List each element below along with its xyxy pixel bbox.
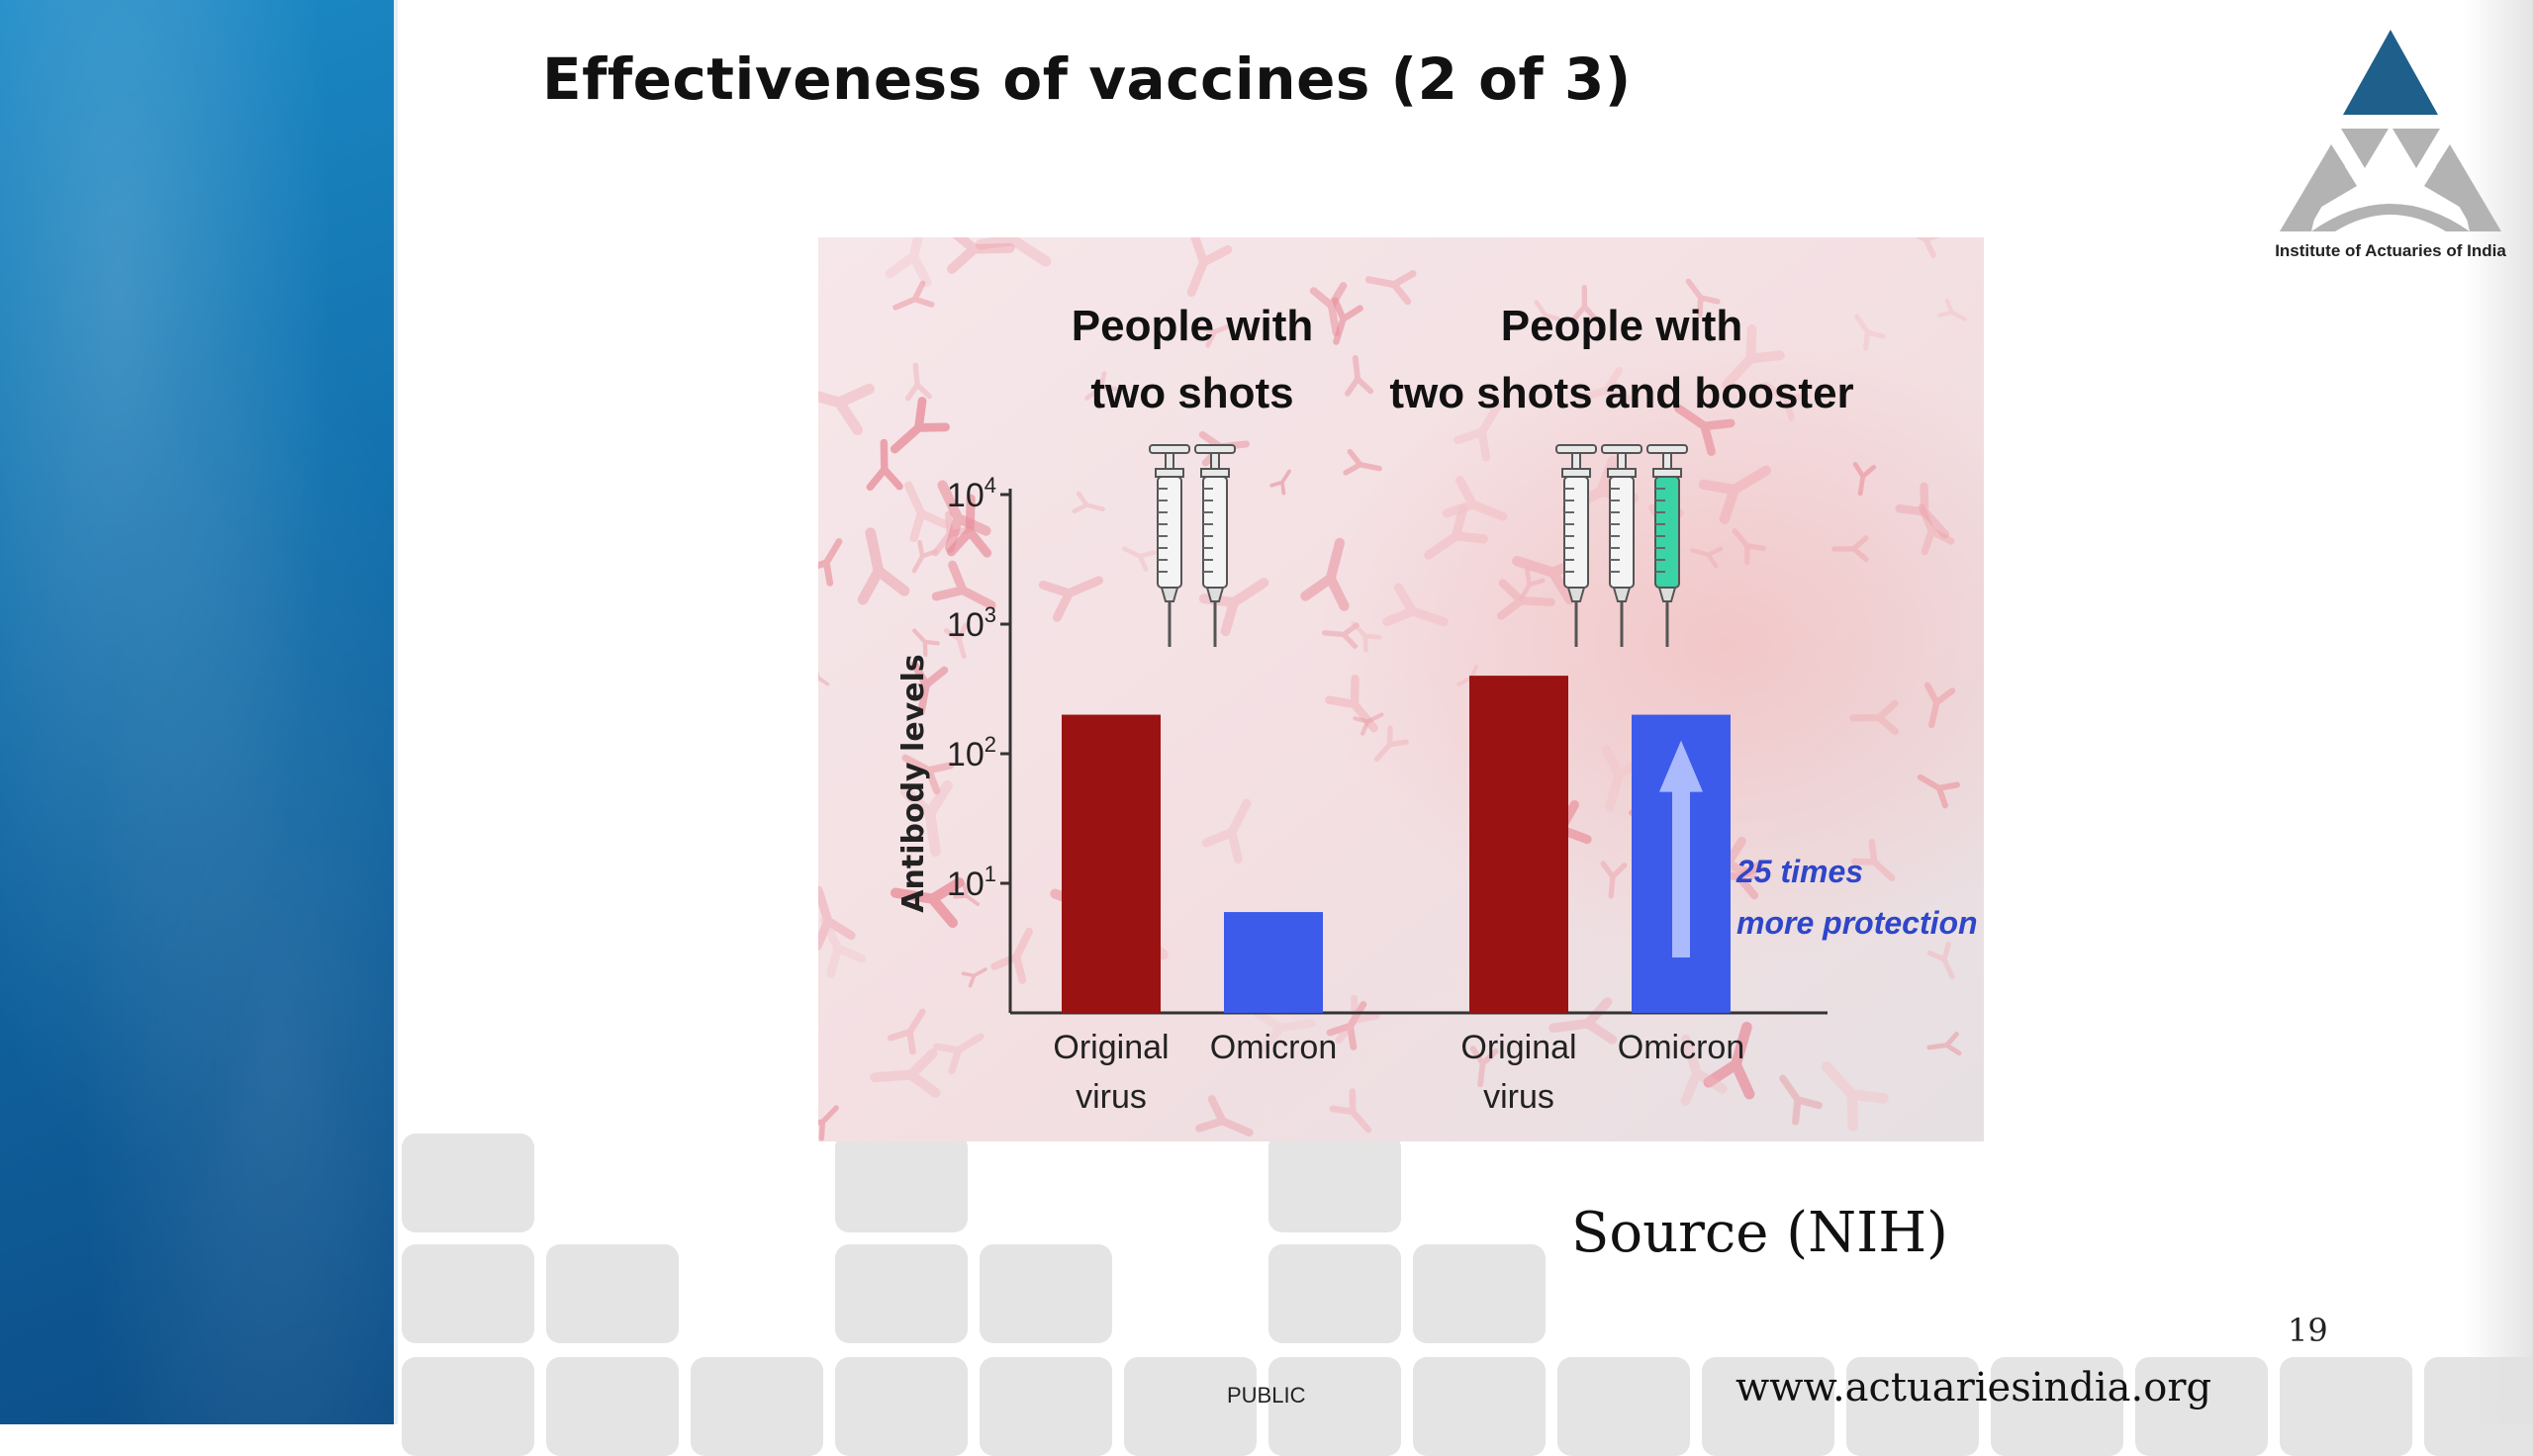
syringe-icon bbox=[1555, 444, 1597, 647]
y-tick-label: 104 bbox=[947, 473, 996, 514]
bar-category-label: Original virus bbox=[1460, 1029, 1576, 1116]
background-tile bbox=[980, 1244, 1112, 1343]
left-band-edge bbox=[394, 0, 398, 1424]
booster-syringe-icon bbox=[1646, 444, 1688, 647]
syringe-icon bbox=[1149, 444, 1190, 647]
background-tile bbox=[2280, 1357, 2412, 1456]
bar-two-shots-original-virus bbox=[1062, 714, 1161, 1013]
up-arrow-icon bbox=[1659, 740, 1703, 957]
bar-category-label: Omicron bbox=[1210, 1029, 1337, 1066]
left-decorative-band bbox=[0, 0, 394, 1424]
background-tile bbox=[980, 1357, 1112, 1456]
institute-logo-icon bbox=[2280, 30, 2501, 231]
background-tile bbox=[546, 1357, 679, 1456]
syringe-icons bbox=[1149, 444, 1688, 647]
background-tile bbox=[546, 1244, 679, 1343]
background-tile bbox=[1413, 1244, 1546, 1343]
bar-category-labels: Original virus Omicron Original virus Omicron bbox=[1053, 1029, 1744, 1116]
background-tile bbox=[402, 1357, 534, 1456]
annotation-text: 25 times more protection bbox=[1736, 854, 1978, 941]
logo-text: Institute of Actuaries of India bbox=[2275, 241, 2506, 260]
background-tile bbox=[835, 1244, 968, 1343]
right-edge-shade bbox=[2464, 0, 2533, 1424]
group-title: People with two shots and booster bbox=[1389, 302, 1853, 417]
classification-label: PUBLIC bbox=[1227, 1383, 1306, 1408]
group-titles: People with two shots People with two shots… bbox=[1072, 302, 1854, 417]
slide-title: Effectiveness of vaccines (2 of 3) bbox=[542, 46, 1632, 113]
y-tick-label: 103 bbox=[947, 602, 996, 644]
background-tile bbox=[1268, 1134, 1401, 1232]
source-caption: Source (NIH) bbox=[1571, 1201, 1948, 1265]
page-number: 19 bbox=[2288, 1312, 2328, 1349]
website-link[interactable]: www.actuariesindia.org bbox=[1736, 1365, 2212, 1410]
protection-annotation: 25 times more protection bbox=[1659, 740, 1978, 957]
bar-category-label: Original virus bbox=[1053, 1029, 1169, 1116]
background-tile bbox=[402, 1134, 534, 1232]
y-tick-label: 101 bbox=[947, 862, 996, 903]
syringe-icon bbox=[1194, 444, 1236, 647]
plot-area: 101 102 103 104 Antibody levels Original vir… bbox=[896, 302, 1978, 1116]
y-axis-ticks: 101 102 103 104 bbox=[947, 473, 1010, 903]
y-axis-label: Antibody levels bbox=[896, 654, 931, 912]
chart-figure: 101 102 103 104 Antibody levels Original vir… bbox=[818, 237, 1984, 1141]
y-tick-label: 102 bbox=[947, 732, 996, 774]
group-title: People with two shots bbox=[1072, 302, 1313, 417]
antibody-bar-chart: 101 102 103 104 Antibody levels Original vir… bbox=[818, 237, 1984, 1141]
background-tile bbox=[402, 1244, 534, 1343]
bar-category-label: Omicron bbox=[1618, 1029, 1744, 1066]
background-tile bbox=[691, 1357, 823, 1456]
background-tile bbox=[835, 1134, 968, 1232]
chart-background-glow bbox=[818, 237, 1984, 1141]
bar-two-shots-omicron bbox=[1224, 912, 1323, 1013]
background-tile bbox=[835, 1357, 968, 1456]
syringe-icon bbox=[1601, 444, 1642, 647]
bar-booster-original-virus bbox=[1469, 676, 1568, 1013]
background-tile bbox=[1557, 1357, 1690, 1456]
background-tile bbox=[1413, 1357, 1546, 1456]
background-tile bbox=[1268, 1244, 1401, 1343]
